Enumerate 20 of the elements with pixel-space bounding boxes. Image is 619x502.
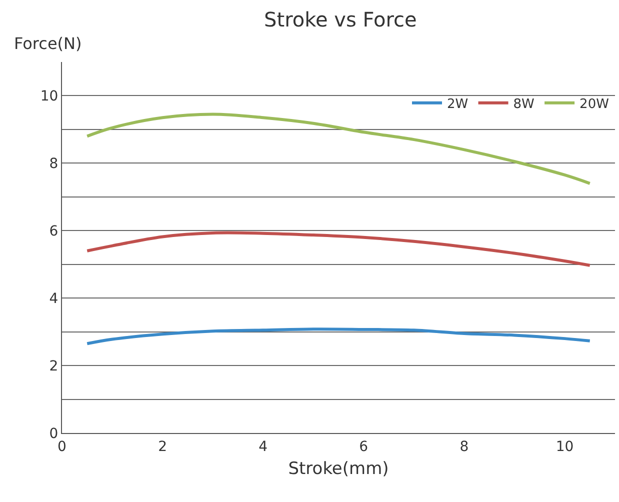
- y-tick-label: 8: [49, 156, 58, 172]
- x-tick-label: 10: [556, 438, 574, 455]
- line-series: [86, 231, 592, 267]
- line-series: [86, 328, 592, 346]
- y-tick-label: 6: [49, 224, 58, 240]
- y-tick-label: 0: [49, 426, 58, 442]
- y-tick-label: 4: [49, 290, 58, 307]
- y-tick-label: 2: [49, 358, 58, 374]
- x-tick-label: 4: [258, 438, 268, 455]
- legend-label: 8W: [513, 96, 535, 112]
- legend-label: 2W: [447, 96, 468, 112]
- x-axis-title: Stroke(mm): [288, 459, 389, 480]
- chart-title: Stroke vs Force: [264, 8, 417, 32]
- x-tick-label: 8: [460, 438, 469, 455]
- x-tick-label: 6: [359, 438, 368, 455]
- x-tick-label: 2: [158, 438, 168, 455]
- legend-label: 20W: [580, 96, 610, 112]
- y-tick-label: 10: [40, 88, 58, 105]
- line-series: [86, 112, 592, 185]
- y-axis-title: Force(N): [14, 34, 82, 53]
